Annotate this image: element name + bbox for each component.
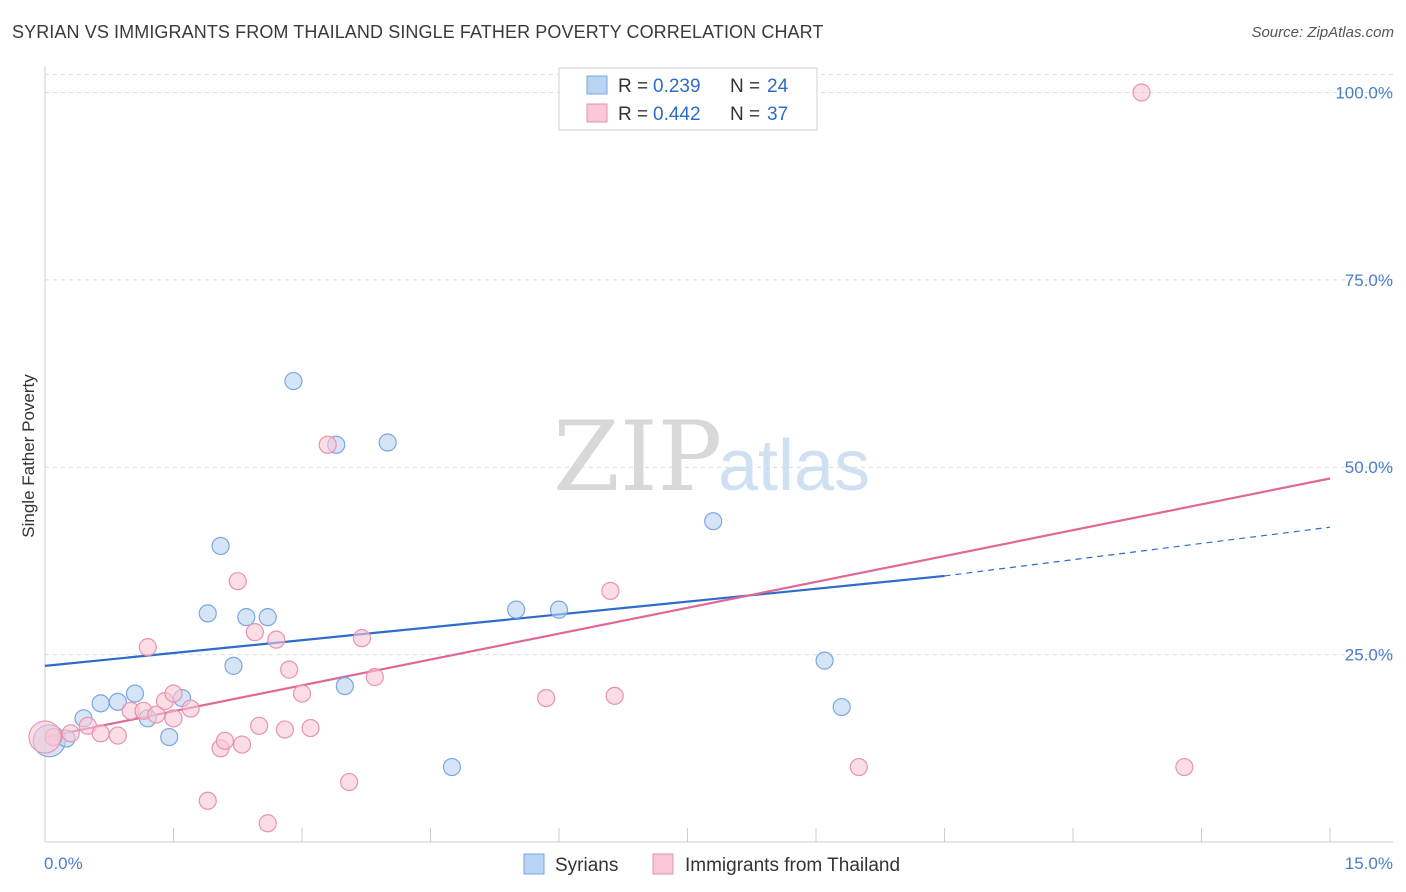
- point-thailand-34: [1132, 83, 1151, 102]
- point-syrians-5: [125, 684, 145, 703]
- legend-r-label-thailand: R =: [618, 104, 648, 125]
- legend-n-value-thailand: 37: [767, 104, 788, 125]
- point-syrians-10: [211, 536, 230, 556]
- point-thailand-20: [258, 814, 277, 833]
- legend-swatch-syrians: [586, 75, 608, 95]
- series-legend: Syrians Immigrants from Thailand: [523, 853, 900, 876]
- axes: [44, 66, 1393, 843]
- point-thailand-22: [275, 720, 294, 739]
- point-syrians-3: [91, 694, 110, 713]
- point-thailand-12: [181, 699, 200, 718]
- point-thailand-3: [91, 724, 110, 743]
- point-syrians-11: [224, 656, 243, 675]
- point-thailand-26: [318, 435, 337, 454]
- watermark: ZIP atlas: [553, 401, 870, 513]
- point-thailand-28: [352, 629, 372, 648]
- point-thailand-13: [198, 791, 217, 810]
- point-thailand-1: [61, 724, 80, 743]
- legend-r-value-syrians: 0.239: [653, 76, 701, 97]
- bottom-legend-swatch-syrians: [523, 853, 545, 875]
- point-thailand-9: [138, 638, 157, 657]
- trend-line-syrians: [44, 574, 945, 667]
- y-tick-label-50: 50.0%: [1345, 458, 1393, 477]
- point-syrians-17: [378, 433, 397, 452]
- point-syrians-22: [815, 651, 834, 670]
- point-thailand-31: [601, 581, 620, 601]
- point-thailand-19: [250, 716, 269, 735]
- correlation-legend: R = 0.239 N = 24 R = 0.442 N = 37: [558, 67, 818, 131]
- point-thailand-30: [537, 688, 556, 708]
- point-thailand-18: [245, 623, 264, 642]
- point-thailand-21: [267, 630, 286, 649]
- point-syrians-9: [198, 604, 217, 623]
- point-thailand-11: [164, 709, 183, 728]
- x-tick-label-max: 15.0%: [1345, 854, 1393, 873]
- legend-n-label-thailand: N =: [730, 104, 760, 125]
- point-syrians-4: [108, 692, 127, 711]
- y-tick-label-25: 25.0%: [1345, 646, 1393, 665]
- point-syrians-18: [442, 757, 462, 777]
- gridlines: [45, 73, 1393, 656]
- point-thailand-27: [340, 772, 359, 792]
- watermark-zip: ZIP: [553, 401, 722, 513]
- point-syrians-13: [258, 608, 277, 627]
- point-thailand-24: [292, 684, 312, 703]
- y-tick-labels: 25.0% 50.0% 75.0% 100.0%: [1335, 83, 1393, 664]
- x-tick-label-min: 0.0%: [44, 854, 83, 873]
- point-thailand-15: [215, 731, 234, 750]
- point-syrians-14: [284, 371, 303, 391]
- point-thailand-25: [301, 718, 320, 738]
- legend-n-label-syrians: N =: [730, 76, 760, 97]
- point-syrians-19: [507, 600, 526, 619]
- point-thailand-33: [849, 757, 868, 777]
- point-thailand-36: [28, 720, 62, 754]
- point-thailand-35: [1175, 757, 1194, 777]
- trend-line-syrians-extension: [944, 526, 1331, 577]
- point-thailand-7: [147, 705, 166, 724]
- trend-line-thailand: [44, 477, 1331, 739]
- y-tick-label-100: 100.0%: [1335, 83, 1393, 102]
- bottom-legend-label-syrians: Syrians: [555, 855, 618, 876]
- point-syrians-21: [704, 512, 723, 531]
- legend-r-value-thailand: 0.442: [653, 104, 701, 125]
- chart-source: Source: ZipAtlas.com: [1251, 24, 1394, 41]
- y-tick-label-75: 75.0%: [1345, 271, 1393, 290]
- point-syrians-16: [335, 677, 354, 696]
- bottom-legend-swatch-thailand: [652, 853, 674, 875]
- point-thailand-10: [164, 684, 183, 703]
- point-thailand-29: [365, 668, 384, 687]
- point-syrians-7: [160, 727, 179, 747]
- chart-title: SYRIAN VS IMMIGRANTS FROM THAILAND SINGL…: [12, 22, 824, 42]
- legend-n-value-syrians: 24: [767, 76, 789, 97]
- point-syrians-23: [832, 697, 851, 717]
- legend-r-label-syrians: R =: [618, 76, 648, 97]
- point-thailand-23: [280, 660, 299, 679]
- bottom-legend-label-thailand: Immigrants from Thailand: [685, 855, 900, 876]
- point-syrians-20: [549, 600, 569, 619]
- point-thailand-32: [605, 686, 624, 705]
- point-thailand-16: [228, 572, 247, 591]
- point-syrians-12: [237, 608, 256, 627]
- y-axis-title: Single Father Poverty: [19, 374, 38, 538]
- point-thailand-17: [232, 735, 252, 754]
- watermark-atlas: atlas: [718, 426, 870, 506]
- trend-lines: [44, 477, 1331, 739]
- legend-swatch-thailand: [586, 103, 608, 123]
- data-points: [28, 83, 1194, 833]
- point-thailand-4: [108, 726, 127, 745]
